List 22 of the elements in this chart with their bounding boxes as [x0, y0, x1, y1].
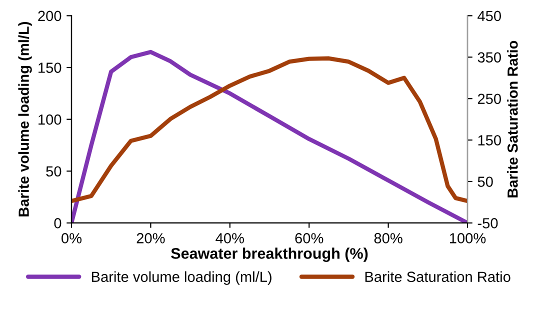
y2-tick-label: 150	[478, 135, 501, 146]
x-axis-title: Seawater breakthrough (%)	[171, 248, 368, 262]
y-tick-label: 0	[54, 218, 62, 228]
y-tick-label: 50	[46, 166, 62, 177]
y-tick-label: 100	[38, 114, 62, 125]
x-tick-label: 100%	[450, 233, 486, 244]
y2-tick-label: 50	[478, 176, 493, 187]
y2-axis-title: Barite Saturation Ratio	[507, 40, 518, 198]
x-tick-label: 0%	[62, 233, 82, 244]
x-tick-label: 20%	[136, 233, 165, 244]
x-tick-label: 40%	[216, 233, 244, 244]
x-tick-label: 80%	[374, 233, 402, 244]
y-tick-label: 200	[38, 10, 62, 22]
y-axis-title: Barite volume loading (ml/L)	[18, 22, 32, 216]
y2-tick-label: 250	[478, 94, 501, 104]
legend-label: Barite volume loading (ml/L)	[92, 271, 272, 285]
y2-tick-label: -50	[478, 218, 498, 228]
legend-label: Barite Saturation Ratio	[365, 271, 510, 282]
y-tick-label: 150	[38, 62, 62, 73]
y2-tick-label: 450	[478, 10, 501, 22]
y2-tick-label: 350	[478, 52, 501, 63]
x-tick-label: 60%	[295, 233, 324, 244]
